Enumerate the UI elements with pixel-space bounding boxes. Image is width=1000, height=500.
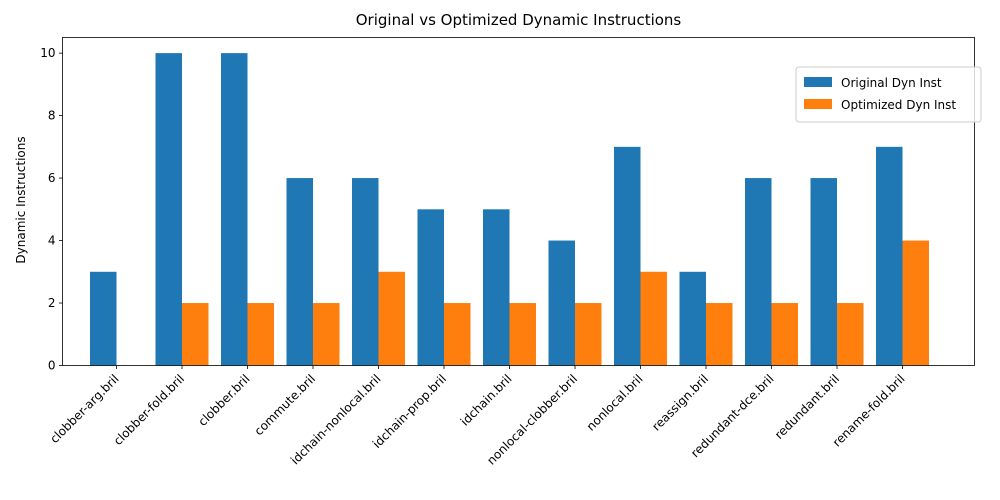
x-tick-label: nonlocal.bril <box>584 372 646 434</box>
original-bar-10 <box>745 178 772 366</box>
optimized-bar-12 <box>902 240 929 366</box>
y-axis-label: Dynamic Instructions <box>14 136 28 263</box>
optimized-bar-11 <box>837 303 864 366</box>
optimized-bar-4 <box>378 271 405 366</box>
original-bar-7 <box>548 240 575 366</box>
legend: Original Dyn Inst Optimized Dyn Inst <box>795 66 982 123</box>
optimized-bar-3 <box>313 303 340 366</box>
x-tick-label: clobber.bril <box>196 372 253 429</box>
original-bar-8 <box>614 146 641 366</box>
x-tick-label: commute.bril <box>252 372 319 439</box>
optimized-bar-6 <box>509 303 536 366</box>
y-tick-label: 6 <box>48 171 56 185</box>
legend-label: Original Dyn Inst <box>841 76 942 90</box>
plot-area-frame <box>62 37 975 366</box>
x-tick-label: clobber-arg.bril <box>47 372 121 446</box>
bars-group <box>90 53 929 366</box>
optimized-bar-5 <box>444 303 471 366</box>
original-bar-12 <box>876 146 903 366</box>
original-bar-9 <box>679 271 706 366</box>
legend-swatch <box>804 99 832 109</box>
optimized-bar-9 <box>706 303 733 366</box>
legend-box <box>795 66 982 123</box>
optimized-bar-8 <box>640 271 667 366</box>
optimized-bar-2 <box>247 303 274 366</box>
original-bar-1 <box>155 53 182 366</box>
original-bar-5 <box>417 209 444 366</box>
y-tick-label: 2 <box>48 296 56 310</box>
original-bar-4 <box>352 178 379 366</box>
legend-label: Optimized Dyn Inst <box>841 98 956 112</box>
y-tick-label: 10 <box>40 46 55 60</box>
original-bar-11 <box>810 178 837 366</box>
y-axis: 0 2 4 6 8 10 <box>40 46 63 373</box>
y-tick-label: 0 <box>48 359 56 373</box>
x-tick-label: reassign.bril <box>649 372 711 434</box>
y-tick-label: 8 <box>48 109 56 123</box>
y-axis-label-group: Dynamic Instructions <box>14 136 28 263</box>
y-tick-label: 4 <box>48 234 56 248</box>
original-bar-0 <box>90 271 117 366</box>
optimized-bar-7 <box>575 303 602 366</box>
original-bar-2 <box>221 53 248 366</box>
x-tick-label: clobber-fold.bril <box>111 372 187 448</box>
original-bar-6 <box>483 209 510 366</box>
x-tick-label: idchain-prop.bril <box>370 372 449 451</box>
x-tick-label: idchain.bril <box>458 372 515 429</box>
optimized-bar-1 <box>182 303 209 366</box>
x-tick-label: redundant.bril <box>772 372 842 442</box>
chart-title: Original vs Optimized Dynamic Instructio… <box>356 11 682 29</box>
legend-swatch <box>804 77 832 87</box>
original-bar-3 <box>286 178 313 366</box>
optimized-bar-10 <box>771 303 798 366</box>
x-tick-label: rename-fold.bril <box>830 372 908 450</box>
